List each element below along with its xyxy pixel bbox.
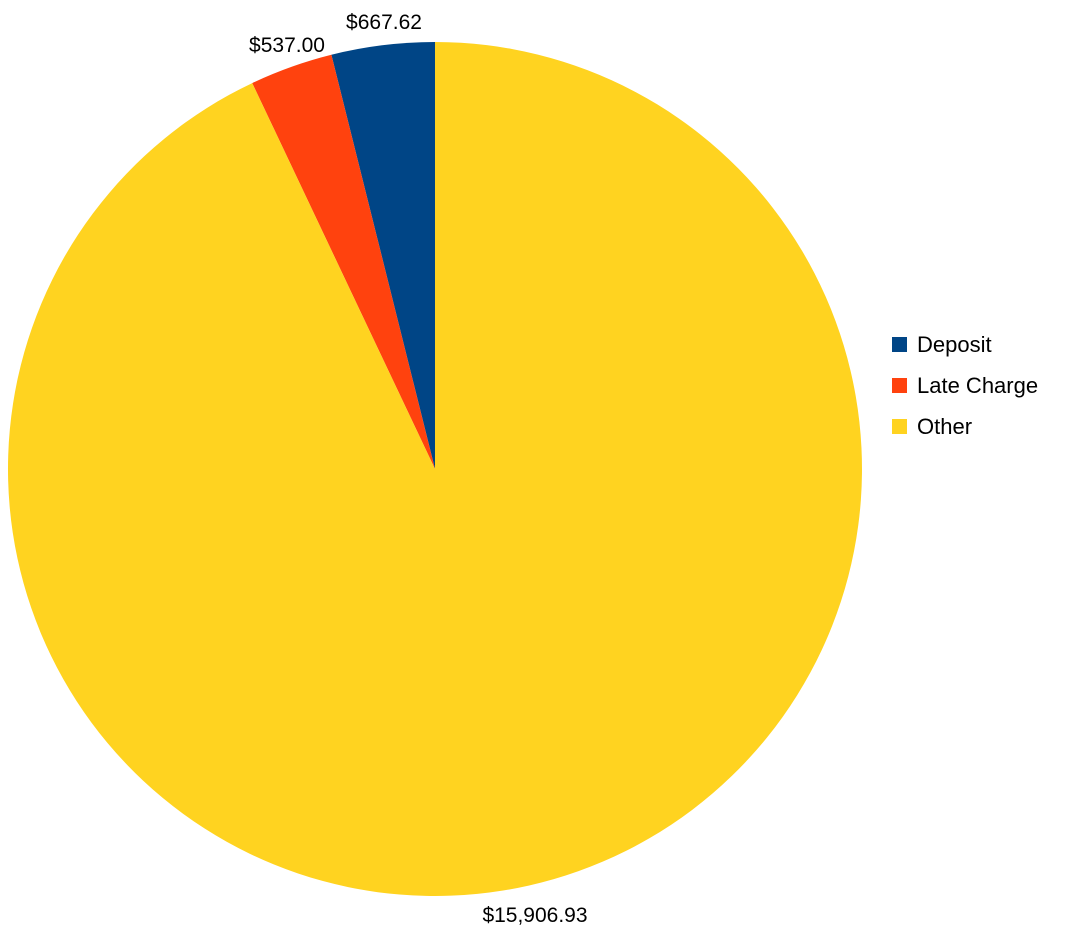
- legend: Deposit Late Charge Other: [892, 330, 1038, 453]
- pie-data-labels: $667.62 $537.00 $15,906.93: [249, 11, 588, 927]
- pie-slice-deposit: [331, 42, 435, 469]
- legend-item-other: Other: [892, 412, 1038, 441]
- pie-slice-other: [7, 42, 862, 896]
- legend-swatch-late-charge: [892, 378, 907, 393]
- legend-label-deposit: Deposit: [917, 331, 992, 357]
- data-label-late-charge: $537.00: [249, 34, 325, 57]
- legend-swatch-other: [892, 419, 907, 434]
- legend-item-late-charge: Late Charge: [892, 371, 1038, 400]
- pie-slice-late-charge: [252, 54, 435, 470]
- legend-swatch-deposit: [892, 337, 907, 352]
- legend-item-deposit: Deposit: [892, 330, 1038, 359]
- pie-slices: [7, 42, 862, 896]
- legend-label-other: Other: [917, 413, 973, 439]
- data-label-deposit: $667.62: [346, 11, 422, 34]
- legend-label-late-charge: Late Charge: [917, 372, 1039, 398]
- data-label-other: $15,906.93: [482, 904, 587, 927]
